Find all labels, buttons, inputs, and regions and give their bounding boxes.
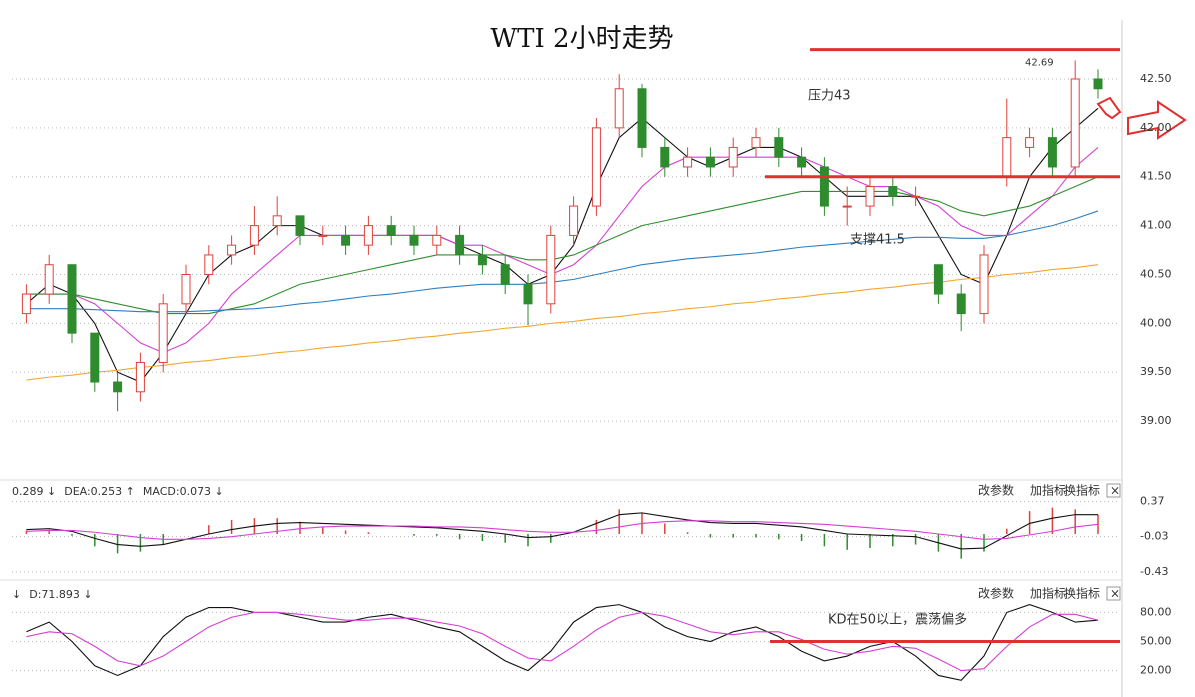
dea-line — [26, 520, 1099, 540]
candle-body — [911, 195, 921, 198]
ma-line — [26, 210, 1099, 313]
candle-body — [409, 234, 419, 246]
dif-line — [26, 512, 1098, 550]
candle-body — [523, 283, 533, 305]
candle-body — [249, 225, 259, 246]
chart-title: WTI 2小时走势 — [490, 24, 673, 54]
candle-body — [67, 264, 77, 334]
y-tick-label: 40.00 — [1140, 316, 1172, 329]
arrow — [1096, 96, 1122, 120]
ma-line — [26, 107, 1099, 383]
candle-body — [295, 215, 305, 236]
candle-body — [865, 186, 875, 207]
y-tick-label: 42.50 — [1140, 72, 1172, 85]
candle-body — [569, 205, 579, 236]
candle-body — [660, 146, 670, 168]
indicator-value: ↓ — [12, 588, 21, 601]
toolbar-button[interactable]: 换指标 — [1064, 586, 1100, 601]
candle-body — [363, 225, 373, 246]
level-label: KD在50以上，震荡偏多 — [828, 612, 967, 628]
candle-body — [956, 293, 966, 315]
toolbar-button[interactable]: 改参数 — [978, 586, 1014, 601]
indicator-value: 0.289 ↓ — [12, 485, 56, 498]
candle-body — [181, 273, 191, 305]
y-tick-label: -0.43 — [1140, 565, 1168, 578]
y-tick-label: 39.00 — [1140, 414, 1172, 427]
y-tick-label: 20.00 — [1140, 664, 1172, 677]
candle-body — [1002, 137, 1012, 178]
candle-body — [90, 332, 100, 383]
candle-body — [341, 234, 351, 246]
y-tick-label: 0.37 — [1140, 494, 1165, 507]
indicator-value: D:71.893 ↓ — [29, 588, 92, 601]
candle-body — [933, 264, 943, 295]
candle-body — [1025, 137, 1035, 148]
candle-body — [432, 234, 442, 246]
candle-body — [113, 381, 123, 393]
candle-body — [819, 166, 829, 207]
candle-body — [797, 156, 807, 168]
ma-line — [26, 264, 1099, 381]
close-box[interactable] — [1106, 586, 1121, 601]
candle-body — [1047, 137, 1057, 168]
candle-body — [500, 264, 510, 285]
indicator-value: DEA:0.253 ↑ — [64, 485, 135, 498]
k-line — [26, 604, 1099, 681]
toolbar-button[interactable]: × — [1110, 587, 1120, 601]
candle-body — [21, 293, 31, 315]
d-line — [26, 611, 1099, 672]
candle-body — [477, 254, 487, 266]
y-tick-label: 40.50 — [1140, 267, 1172, 280]
candle-body — [1093, 78, 1103, 90]
candle-body — [1070, 78, 1080, 168]
y-tick-label: 80.00 — [1140, 605, 1172, 618]
candle-body — [637, 88, 647, 148]
candle-body — [272, 215, 282, 227]
candle-body — [614, 88, 624, 129]
candle-body — [683, 156, 693, 168]
candle-body — [979, 254, 989, 315]
y-tick-label: -0.03 — [1140, 530, 1168, 543]
arrow — [1127, 100, 1187, 140]
candle-body — [227, 244, 237, 256]
candle-body — [888, 186, 898, 197]
toolbar-button[interactable]: 加指标 — [1030, 483, 1066, 498]
candle-body — [842, 205, 852, 208]
toolbar-button[interactable]: 换指标 — [1064, 483, 1100, 498]
candle-body — [204, 254, 214, 275]
y-tick-label: 50.00 — [1140, 635, 1172, 648]
indicator-value: MACD:0.073 ↓ — [143, 485, 224, 498]
candle-body — [158, 303, 168, 363]
price-label: 42.69 — [1025, 57, 1054, 68]
close-box[interactable] — [1106, 483, 1121, 498]
toolbar-button[interactable]: 改参数 — [978, 483, 1014, 498]
level-label: 支撑41.5 — [850, 233, 905, 248]
candle-body — [751, 137, 761, 148]
y-tick-label: 39.50 — [1140, 365, 1172, 378]
candle-body — [318, 234, 328, 237]
candle-body — [135, 361, 145, 393]
toolbar-button[interactable]: × — [1110, 484, 1120, 498]
y-tick-label: 41.50 — [1140, 170, 1172, 183]
candle-body — [774, 137, 784, 158]
toolbar-button[interactable]: 加指标 — [1030, 586, 1066, 601]
ma-line — [26, 146, 1099, 354]
candle-body — [591, 127, 601, 207]
candle-body — [546, 234, 556, 305]
level-label: 压力43 — [808, 89, 851, 104]
candle-body — [386, 225, 396, 236]
y-tick-label: 41.00 — [1140, 219, 1172, 232]
candle-body — [44, 264, 54, 295]
candle-body — [705, 156, 715, 168]
candle-body — [728, 146, 738, 168]
candle-body — [455, 234, 465, 256]
y-tick-label: 42.00 — [1140, 121, 1172, 134]
